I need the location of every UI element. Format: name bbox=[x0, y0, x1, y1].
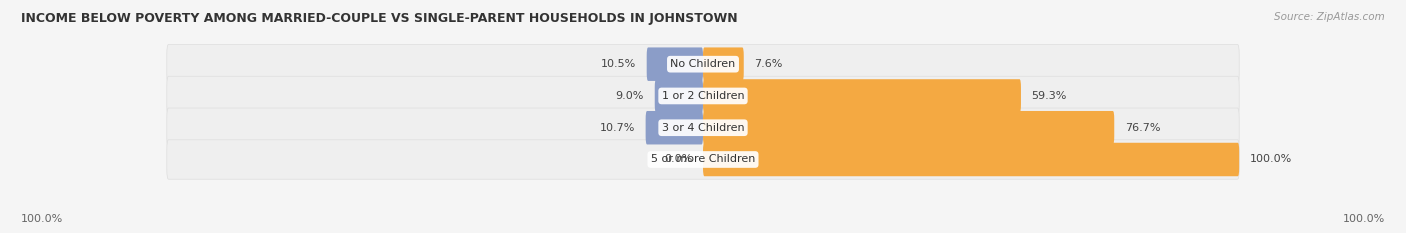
FancyBboxPatch shape bbox=[655, 79, 703, 113]
Text: 5 or more Children: 5 or more Children bbox=[651, 154, 755, 164]
FancyBboxPatch shape bbox=[703, 143, 1239, 176]
Text: No Children: No Children bbox=[671, 59, 735, 69]
Text: 0.0%: 0.0% bbox=[664, 154, 692, 164]
FancyBboxPatch shape bbox=[703, 111, 1115, 144]
FancyBboxPatch shape bbox=[645, 111, 703, 144]
Text: 76.7%: 76.7% bbox=[1125, 123, 1160, 133]
FancyBboxPatch shape bbox=[167, 45, 1239, 84]
FancyBboxPatch shape bbox=[703, 79, 1021, 113]
Text: Source: ZipAtlas.com: Source: ZipAtlas.com bbox=[1274, 12, 1385, 22]
Text: 9.0%: 9.0% bbox=[616, 91, 644, 101]
Text: 7.6%: 7.6% bbox=[755, 59, 783, 69]
Text: 1 or 2 Children: 1 or 2 Children bbox=[662, 91, 744, 101]
FancyBboxPatch shape bbox=[167, 140, 1239, 179]
FancyBboxPatch shape bbox=[703, 48, 744, 81]
Text: 100.0%: 100.0% bbox=[1250, 154, 1292, 164]
Text: 59.3%: 59.3% bbox=[1032, 91, 1067, 101]
Text: 10.5%: 10.5% bbox=[600, 59, 636, 69]
Text: 3 or 4 Children: 3 or 4 Children bbox=[662, 123, 744, 133]
Text: 10.7%: 10.7% bbox=[599, 123, 636, 133]
FancyBboxPatch shape bbox=[167, 108, 1239, 147]
Text: INCOME BELOW POVERTY AMONG MARRIED-COUPLE VS SINGLE-PARENT HOUSEHOLDS IN JOHNSTO: INCOME BELOW POVERTY AMONG MARRIED-COUPL… bbox=[21, 12, 738, 25]
Text: 100.0%: 100.0% bbox=[1343, 214, 1385, 224]
Text: 100.0%: 100.0% bbox=[21, 214, 63, 224]
FancyBboxPatch shape bbox=[167, 76, 1239, 116]
FancyBboxPatch shape bbox=[647, 48, 703, 81]
